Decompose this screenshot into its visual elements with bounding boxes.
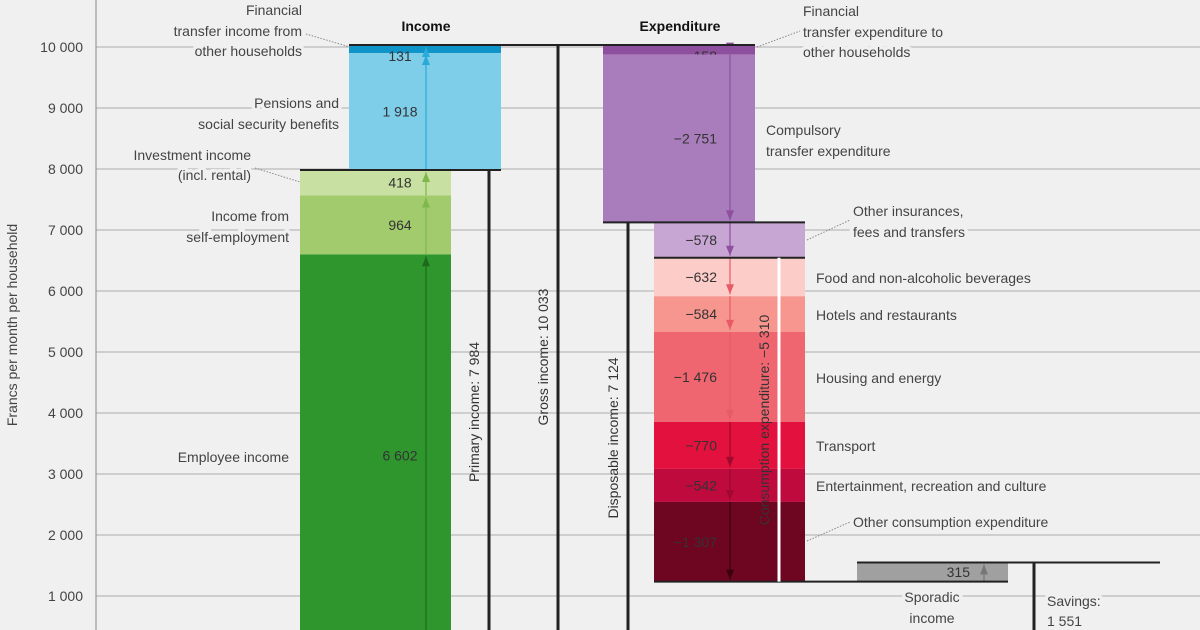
y-tick-label: 10 000	[40, 39, 83, 55]
expenditure-value-label: −542	[685, 477, 717, 493]
expenditure-category-label: Financial	[803, 3, 859, 19]
consumption-expenditure-label: Consumption expenditure: −5 310	[756, 315, 772, 526]
expenditure-value-label: −584	[685, 306, 717, 322]
expenditure-category-label: transfer expenditure to	[803, 24, 943, 40]
expenditure-category-label: Entertainment, recreation and culture	[816, 478, 1047, 494]
primary-income-label: Primary income: 7 984	[466, 342, 482, 482]
sporadic-income-bar	[857, 562, 1008, 582]
leader-line	[756, 30, 801, 48]
expenditure-title: Expenditure	[640, 18, 721, 34]
flow-arrow-head	[726, 319, 734, 330]
flow-arrow-head	[726, 409, 734, 420]
income-value-label: 964	[388, 217, 412, 233]
flow-arrow-head	[726, 284, 734, 295]
expenditure-value-label: −1 476	[674, 369, 717, 385]
expenditure-category-label: Housing and energy	[816, 370, 941, 386]
income-bar	[349, 52, 501, 170]
income-bar	[349, 44, 501, 53]
flow-arrow-head	[422, 46, 430, 57]
income-category-label: (incl. rental)	[178, 167, 251, 183]
expenditure-category-label: transfer expenditure	[766, 143, 891, 159]
flow-arrow-head	[726, 245, 734, 256]
y-tick-label: 3 000	[48, 466, 83, 482]
income-value-label: 131	[388, 48, 412, 64]
expenditure-category-label: other households	[803, 44, 910, 60]
income-title: Income	[401, 18, 450, 34]
income-category-label: Income from	[211, 208, 289, 224]
savings-label: 1 551	[1047, 613, 1082, 629]
expenditure-value-label: −1 307	[674, 534, 717, 550]
flow-arrow-head	[726, 569, 734, 580]
expenditure-category-label: Compulsory	[766, 122, 841, 138]
y-tick-label: 1 000	[48, 588, 83, 604]
leader-line	[806, 521, 851, 542]
disposable-income-label: Disposable income: 7 124	[605, 357, 621, 518]
expenditure-bar	[603, 44, 755, 55]
expenditure-value-label: −770	[685, 437, 717, 453]
income-category-label: Pensions and	[254, 95, 339, 111]
income-category-label: other households	[195, 43, 302, 59]
expenditure-category-label: fees and transfers	[853, 224, 965, 240]
income-bar	[300, 254, 451, 630]
y-tick-label: 2 000	[48, 527, 83, 543]
income-category-label: Financial	[246, 2, 302, 18]
income-category-label: Investment income	[134, 147, 252, 163]
leader-line	[305, 33, 351, 48]
flow-arrow-head	[726, 210, 734, 221]
expenditure-category-label: Other consumption expenditure	[853, 514, 1049, 530]
flow-arrow-head	[422, 256, 430, 267]
income-value-label: 1 918	[382, 103, 417, 119]
expenditure-category-label: Food and non-alcoholic beverages	[816, 270, 1031, 286]
savings-label: Savings:	[1047, 593, 1101, 609]
flow-arrow-head	[980, 564, 988, 575]
sporadic-income-label: income	[909, 610, 954, 626]
income-value-label: 6 602	[382, 448, 417, 464]
expenditure-value-label: −632	[685, 269, 717, 285]
y-tick-label: 6 000	[48, 283, 83, 299]
income-bar	[300, 169, 451, 196]
sporadic-value-label: 315	[947, 564, 971, 580]
leader-line	[254, 167, 301, 183]
expenditure-category-label: Hotels and restaurants	[816, 307, 957, 323]
income-category-label: Employee income	[178, 449, 289, 465]
flow-arrow-head	[422, 54, 430, 65]
y-tick-label: 8 000	[48, 161, 83, 177]
flow-arrow-head	[422, 171, 430, 182]
leader-line	[806, 219, 851, 241]
gross-income-label: Gross income: 10 033	[535, 288, 551, 425]
expenditure-category-label: Other insurances,	[853, 203, 964, 219]
income-value-label: 418	[388, 175, 412, 191]
expenditure-value-label: −578	[685, 232, 717, 248]
income-category-label: self-employment	[186, 229, 289, 245]
sporadic-income-label: Sporadic	[904, 589, 959, 605]
y-tick-label: 7 000	[48, 222, 83, 238]
flow-arrow-head	[422, 197, 430, 208]
y-tick-label: 9 000	[48, 100, 83, 116]
y-tick-label: 5 000	[48, 344, 83, 360]
income-category-label: social security benefits	[198, 116, 339, 132]
y-tick-label: 4 000	[48, 405, 83, 421]
y-axis-label: Francs per month per household	[4, 224, 20, 426]
flow-arrow-head	[726, 489, 734, 500]
income-category-label: transfer income from	[174, 23, 302, 39]
flow-arrow-head	[726, 456, 734, 467]
expenditure-value-label: −2 751	[674, 131, 717, 147]
expenditure-category-label: Transport	[816, 438, 876, 454]
